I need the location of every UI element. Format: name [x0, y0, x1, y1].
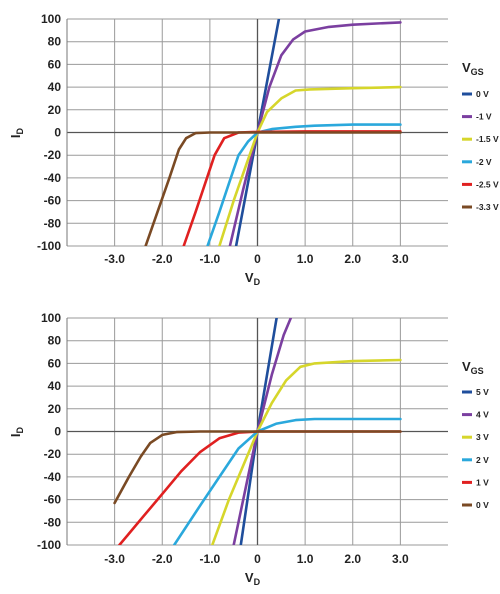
legend: VGS 0 V -1 V -1.5 V -2 V -2.5 V -3.3 V — [462, 60, 499, 212]
y-tick-label: 0 — [54, 126, 61, 140]
y-axis-label: ID — [8, 426, 25, 437]
legend-title: VGS — [462, 359, 484, 376]
y-tick-label: 40 — [48, 379, 62, 393]
legend-label: 1 V — [476, 477, 489, 487]
y-tick-label: -100 — [37, 538, 61, 552]
legend-label: -2.5 V — [476, 179, 499, 189]
y-tick-label: -60 — [44, 493, 62, 507]
y-tick-label: -100 — [37, 239, 61, 253]
series-line-2 — [232, 318, 293, 545]
y-tick-label: 80 — [48, 35, 62, 49]
y-tick-label: 100 — [41, 311, 61, 325]
x-tick-label: 1.0 — [297, 552, 314, 566]
y-tick-label: 20 — [48, 402, 62, 416]
y-tick-label: -40 — [44, 171, 62, 185]
series-group — [113, 318, 402, 545]
x-tick-label: -3.0 — [104, 252, 125, 266]
x-tick-label: -2.0 — [152, 552, 173, 566]
legend-label: -3.3 V — [476, 202, 499, 212]
y-tick-label: 40 — [48, 80, 62, 94]
legend-label: -1.5 V — [476, 134, 499, 144]
y-tick-label: 0 — [54, 425, 61, 439]
series-group — [144, 19, 402, 246]
legend: VGS 5 V 4 V 3 V 2 V 1 V 0 V — [462, 359, 489, 510]
y-tick-label: -60 — [44, 194, 62, 208]
x-tick-label: -3.0 — [104, 552, 125, 566]
legend-label: 5 V — [476, 387, 489, 397]
legend-label: -1 V — [476, 112, 492, 122]
legend-label: 2 V — [476, 455, 489, 465]
y-tick-label: -20 — [44, 447, 62, 461]
x-axis-label: VD — [245, 570, 261, 587]
legend-title: VGS — [462, 60, 484, 77]
x-tick-label: 2.0 — [344, 552, 361, 566]
y-tick-label: -40 — [44, 470, 62, 484]
series-line-6 — [113, 430, 402, 505]
x-axis-label: VD — [245, 270, 261, 287]
x-tick-label: 0 — [254, 252, 261, 266]
y-tick-label: 60 — [48, 356, 62, 370]
y-tick-label: -20 — [44, 148, 62, 162]
legend-label: 0 V — [476, 89, 489, 99]
legend-label: 3 V — [476, 432, 489, 442]
series-line-2 — [228, 21, 402, 246]
legend-label: -2 V — [476, 157, 492, 167]
y-tick-label: -80 — [44, 515, 62, 529]
y-tick-label: -80 — [44, 216, 62, 230]
x-tick-label: 3.0 — [392, 252, 409, 266]
y-axis-label: ID — [8, 127, 25, 138]
legend-label: 4 V — [476, 410, 489, 420]
y-tick-label: 60 — [48, 57, 62, 71]
legend-label: 0 V — [476, 500, 489, 510]
x-tick-label: -2.0 — [152, 252, 173, 266]
y-tick-label: 20 — [48, 103, 62, 117]
x-tick-label: -1.0 — [200, 252, 221, 266]
series-line-3 — [211, 358, 402, 545]
y-tick-label: 100 — [41, 12, 61, 26]
x-tick-label: 2.0 — [344, 252, 361, 266]
chart-2: 100 80 60 40 20 0 -20 -40 -60 -80 -100 -3.0 -2.0 -1.0… — [8, 311, 489, 587]
series-line-6 — [144, 131, 402, 246]
chart-1: 100 80 60 40 20 0 -20 -40 -60 -80 -100 -3.0 -2.0 -1.0… — [8, 12, 499, 287]
series-line-3 — [218, 85, 402, 246]
x-tick-label: 0 — [254, 552, 261, 566]
x-tick-label: 1.0 — [297, 252, 314, 266]
series-line-4 — [172, 417, 402, 545]
x-tick-label: -1.0 — [200, 552, 221, 566]
y-tick-label: 80 — [48, 334, 62, 348]
x-tick-label: 3.0 — [392, 552, 409, 566]
